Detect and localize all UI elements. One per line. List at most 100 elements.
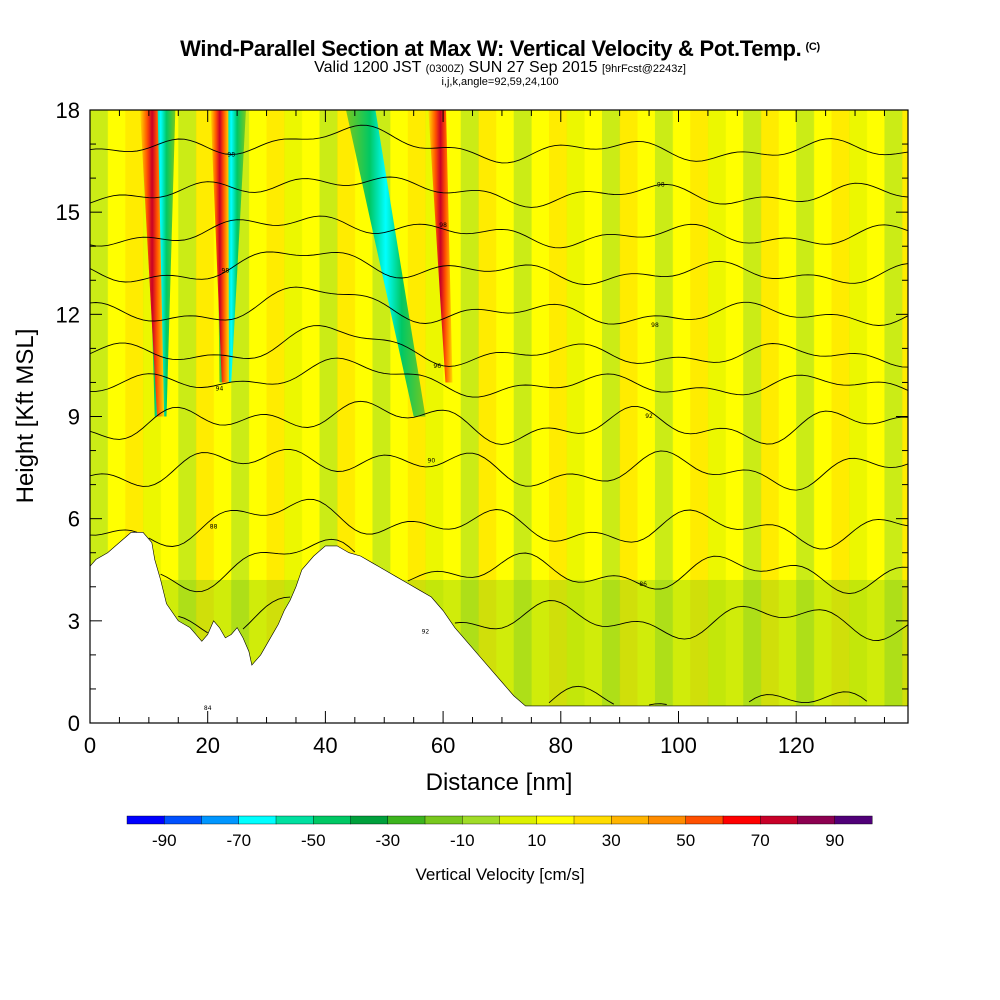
theta-contour-label: 88 [210, 523, 218, 530]
colorbar-tick-label: 10 [527, 831, 546, 850]
colorbar-swatch [834, 815, 873, 825]
field-streak [566, 110, 585, 723]
theta-contour-label: 98 [227, 151, 235, 158]
colorbar-swatch [499, 815, 538, 825]
field-streak [778, 110, 797, 723]
field-streak [584, 110, 603, 723]
colorbar-swatch [164, 815, 202, 825]
colorbar-swatch [275, 815, 314, 825]
theta-contour [548, 685, 868, 706]
theta-contour [90, 176, 908, 208]
forecast-info: [9hrFcst@2243z] [601, 63, 686, 75]
theta-contour [90, 448, 908, 491]
theta-contour [90, 286, 908, 326]
colorbar-tick-label: -70 [226, 831, 251, 850]
field-streak [195, 110, 215, 723]
x-tick-label: 100 [660, 733, 697, 758]
field-streak [513, 110, 532, 723]
field-streak [178, 110, 197, 723]
colorbar-swatch [648, 815, 687, 825]
y-tick-label: 15 [56, 200, 80, 225]
theta-contour-label: 98 [651, 322, 659, 329]
updraft-band [210, 110, 229, 383]
potential-temperature-contours: 84 92 86 88 90 92 94 96 98 98 98 98 98 [90, 124, 908, 712]
grid-indices: i,j,k,angle=92,59,24,100 [441, 76, 559, 88]
valid-time: Valid 1200 JST [314, 59, 422, 76]
colorbar-swatch [685, 815, 724, 825]
field-streak [760, 110, 780, 723]
theta-contour-label: 92 [422, 628, 430, 635]
downdraft-band [345, 110, 426, 417]
theta-contour [90, 251, 908, 285]
theta-contour [160, 538, 908, 595]
x-tick-label: 0 [84, 733, 96, 758]
field-streak [619, 110, 638, 723]
theta-contour [90, 498, 908, 550]
field-streak [831, 110, 850, 723]
colorbar-swatch [536, 815, 575, 825]
field-streak [601, 110, 621, 723]
colorbar-swatch [313, 815, 351, 825]
colorbar-swatch [238, 815, 277, 825]
terrain-surface [89, 531, 909, 724]
colorbar-swatch [611, 815, 649, 825]
colorbar-swatch [387, 815, 426, 825]
axes: 0 20 40 60 80 100 120 0 3 6 9 12 15 18 [56, 98, 908, 758]
colorbar-tick-label: -50 [301, 831, 326, 850]
field-streak [884, 110, 903, 723]
colorbar: -90 -70 -50 -30 -10 10 30 50 70 90 [126, 815, 873, 850]
colorbar-swatch [573, 815, 612, 825]
x-tick-label: 80 [549, 733, 573, 758]
theta-contour-label: 84 [204, 705, 212, 712]
theta-contour [90, 357, 908, 398]
theta-contour-label: 94 [216, 386, 224, 393]
colorbar-swatch [722, 815, 761, 825]
terrain-mask [89, 531, 909, 724]
y-tick-label: 9 [68, 405, 80, 430]
theta-contour-label: 98 [657, 181, 665, 188]
field-streak [813, 110, 832, 723]
colorbar-tick-label: 70 [751, 831, 770, 850]
theta-contour [90, 325, 908, 368]
theta-contour [178, 596, 908, 641]
x-tick-label: 20 [195, 733, 219, 758]
colorbar-swatch [462, 815, 500, 825]
field-streak [654, 110, 674, 723]
field-streak [743, 110, 762, 723]
field-streak [531, 110, 550, 723]
field-streak [496, 110, 515, 723]
updraft-band [140, 110, 165, 417]
colorbar-tick-label: 30 [602, 831, 621, 850]
x-tick-label: 120 [778, 733, 815, 758]
x-tick-label: 60 [431, 733, 455, 758]
y-tick-label: 0 [68, 711, 80, 736]
field-streak [690, 110, 709, 723]
y-tick-label: 3 [68, 609, 80, 634]
colorbar-tick-label: 50 [676, 831, 695, 850]
field-streak [849, 110, 868, 723]
field-streak [284, 110, 303, 723]
field-streak [248, 110, 268, 723]
field-streak [796, 110, 815, 723]
y-tick-label: 18 [56, 98, 80, 123]
y-tick-label: 6 [68, 507, 80, 532]
field-streak [866, 110, 885, 723]
updraft-band [428, 110, 453, 383]
copyright-mark: (C) [805, 41, 820, 53]
y-axis-title: Height [Kft MSL] [12, 329, 39, 504]
theta-contour-label: 96 [433, 363, 441, 370]
chart-subtitle: Valid 1200 JST (0300Z) SUN 27 Sep 2015 [… [0, 59, 1000, 77]
valid-date: SUN 27 Sep 2015 [468, 59, 598, 76]
theta-contour-label: 98 [439, 222, 447, 229]
colorbar-tick-label: -90 [152, 831, 177, 850]
colorbar-swatch [760, 815, 798, 825]
theta-contour [90, 124, 908, 164]
theta-contour-label: 86 [639, 581, 647, 588]
colorbar-tick-label: 90 [825, 831, 844, 850]
field-streak [460, 110, 479, 723]
colorbar-tick-label: -30 [375, 831, 400, 850]
field-streak [637, 110, 656, 723]
colorbar-title: Vertical Velocity [cm/s] [415, 865, 584, 884]
field-streak [707, 110, 727, 723]
